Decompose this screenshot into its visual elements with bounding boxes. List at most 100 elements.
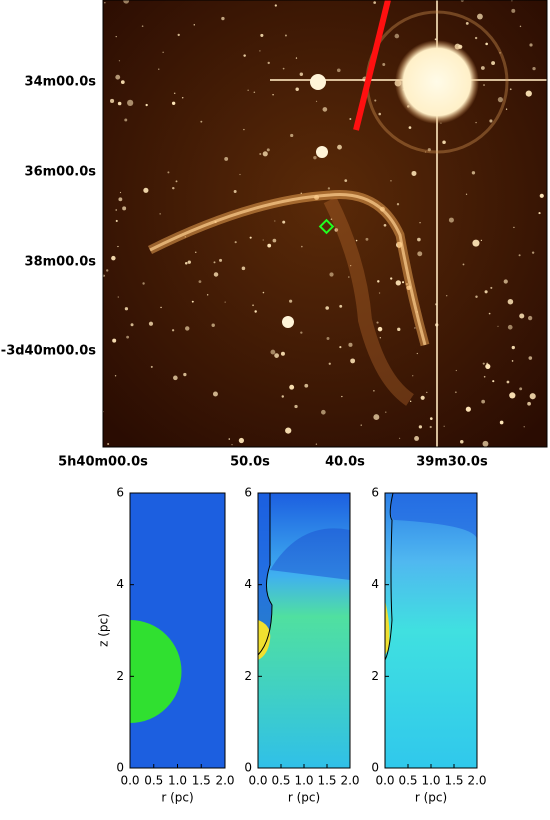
star: [513, 226, 515, 229]
star: [249, 236, 252, 239]
star: [376, 321, 379, 324]
star: [260, 33, 264, 37]
x-tick-label: 1.0: [168, 774, 187, 788]
x-tick-label: 2.0: [215, 774, 234, 788]
star: [394, 33, 400, 39]
star: [212, 391, 218, 397]
star: [509, 88, 512, 91]
star: [322, 107, 328, 112]
star: [420, 395, 425, 400]
star: [474, 36, 478, 40]
star: [429, 417, 433, 420]
dec-tick-label: 34m00.0s: [25, 75, 97, 90]
x-axis-label: r (pc): [288, 791, 320, 805]
star: [427, 148, 431, 152]
star: [304, 383, 309, 388]
star: [313, 155, 317, 160]
star: [484, 290, 488, 294]
star: [382, 63, 386, 66]
star: [408, 126, 412, 129]
x-tick-label: 0.0: [375, 774, 394, 788]
star: [234, 241, 237, 244]
y-tick-label: 6: [116, 486, 124, 500]
star: [115, 74, 121, 80]
x-tick-label: 0.0: [120, 774, 139, 788]
y-tick-label: 0: [116, 761, 124, 775]
star: [503, 279, 508, 284]
star: [272, 94, 274, 96]
star: [373, 414, 380, 421]
x-axis-label: r (pc): [161, 791, 193, 805]
star: [254, 310, 257, 313]
star: [485, 42, 488, 46]
star: [106, 269, 109, 272]
star: [429, 425, 432, 429]
star: [505, 108, 508, 110]
star: [511, 345, 515, 350]
star: [475, 295, 478, 298]
star: [497, 97, 503, 103]
star: [383, 223, 387, 227]
star: [117, 296, 119, 298]
y-tick-label: 6: [244, 486, 252, 500]
star: [455, 369, 457, 372]
star: [172, 186, 175, 190]
star: [112, 338, 117, 343]
ra-tick-label: 39m30.0s: [416, 455, 488, 470]
star: [171, 101, 176, 105]
star: [104, 2, 106, 4]
star: [395, 280, 401, 286]
star: [378, 112, 382, 116]
star: [538, 212, 541, 215]
star: [259, 153, 262, 156]
star: [123, 0, 130, 4]
star: [525, 90, 532, 97]
star: [224, 301, 226, 303]
star: [162, 51, 164, 53]
star: [349, 118, 352, 121]
y-tick-label: 0: [244, 761, 252, 775]
star: [445, 294, 448, 297]
star: [266, 148, 270, 152]
star: [412, 375, 414, 377]
star: [506, 380, 510, 384]
star: [118, 197, 123, 202]
star: [211, 323, 215, 327]
ra-tick-label: 40.0s: [325, 455, 365, 470]
star: [424, 151, 427, 153]
x-tick-label: 1.5: [317, 774, 336, 788]
star: [443, 425, 445, 427]
star: [183, 372, 187, 377]
star: [185, 326, 190, 331]
star: [398, 437, 401, 439]
star: [280, 351, 285, 356]
star: [327, 187, 331, 190]
star: [454, 391, 457, 394]
star: [299, 72, 304, 76]
star: [465, 406, 471, 412]
star: [390, 277, 393, 280]
star: [475, 121, 477, 124]
star: [181, 97, 184, 99]
star: [330, 218, 333, 221]
sim-panel-2: [257, 493, 350, 768]
star: [143, 187, 149, 193]
star: [262, 151, 268, 157]
star: [200, 120, 203, 123]
star: [416, 352, 418, 355]
star: [295, 57, 298, 59]
sim-panel-3: [384, 492, 477, 768]
star: [115, 35, 117, 38]
star: [262, 239, 264, 241]
star: [167, 171, 170, 174]
star: [519, 387, 523, 391]
star: [360, 424, 362, 426]
star: [417, 251, 423, 257]
star: [294, 404, 298, 409]
x-tick-label: 1.0: [294, 774, 313, 788]
star: [142, 282, 145, 285]
star: [213, 261, 216, 264]
star: [341, 395, 343, 398]
star: [274, 353, 279, 358]
star: [321, 409, 326, 415]
